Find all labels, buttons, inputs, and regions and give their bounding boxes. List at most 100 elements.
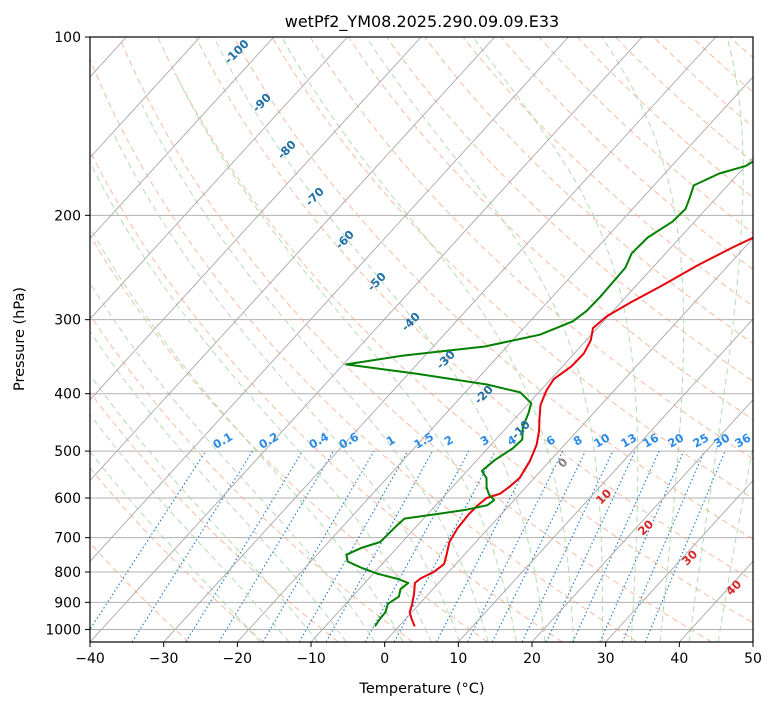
mixing-ratio-label: 0.2	[256, 429, 281, 451]
moist-adiabat-line	[174, 72, 517, 642]
mixing-ratio-line	[325, 450, 434, 642]
x-tick-label: 0	[380, 651, 389, 667]
isotherm-line	[458, 318, 753, 642]
dry-adiabat-label: -80	[274, 137, 299, 162]
pressure-gridlines	[90, 37, 753, 630]
mixing-ratio-label: 10	[591, 431, 612, 451]
y-tick-label: 200	[54, 208, 81, 224]
mixing-ratio-label: 30	[711, 431, 732, 451]
y-tick-label: 300	[54, 313, 81, 329]
isotherms	[90, 37, 753, 642]
mixing-ratio-label: 0.4	[306, 429, 331, 451]
mixing-ratio-line	[298, 450, 409, 642]
x-tick-label: 10	[449, 651, 467, 667]
moist-adiabat-line	[90, 330, 347, 642]
dry-adiabat-label: -90	[249, 90, 274, 115]
x-tick-label: 20	[523, 651, 541, 667]
isotherm-line	[90, 37, 643, 642]
mixing-ratio-label: 36	[732, 431, 753, 451]
mixing-ratio-label: 0.1	[210, 429, 235, 451]
x-tick-label: −40	[75, 651, 105, 667]
dry-adiabat-line	[90, 314, 414, 642]
mixing-ratio-line	[521, 450, 614, 642]
mixing-ratio-line	[599, 450, 685, 642]
dry-adiabat-line	[157, 37, 753, 624]
dry-adiabat-line	[90, 149, 563, 642]
moist-adiabat-line	[90, 374, 319, 642]
dry-adiabat-line	[90, 467, 264, 642]
moist-adiabats	[90, 37, 753, 642]
plot-area: -100-90-80-70-60-50-40-30-20-100.1 0.2 0.4…	[90, 37, 775, 642]
dry-adiabat-line	[386, 37, 753, 382]
isotherm-line	[310, 156, 753, 642]
y-tick-label: 500	[54, 444, 81, 460]
mixing-ratio-line	[467, 450, 564, 642]
moist-adiabat-label: 30	[679, 547, 700, 568]
mixing-ratio-line	[545, 450, 636, 642]
y-tick-label: 100	[54, 30, 81, 46]
isotherm-line	[90, 37, 275, 240]
x-tick-label: −10	[296, 651, 326, 667]
isotherm-line	[384, 237, 753, 642]
dewpoint-line	[345, 160, 753, 627]
mixing-ratio-lines	[90, 450, 726, 642]
dry-adiabat-label: -50	[364, 269, 389, 294]
isopleth-labels: -100-90-80-70-60-50-40-30-20-100.1 0.2 0.4…	[210, 37, 753, 598]
moist-adiabat-line	[601, 37, 685, 642]
x-tick-label: 40	[670, 651, 688, 667]
mixing-ratio-label: 25	[690, 431, 711, 451]
moist-adiabat-line	[365, 37, 603, 642]
dry-adiabat-line	[90, 542, 190, 642]
dry-adiabat-line	[653, 37, 753, 128]
mixing-ratio-line	[644, 450, 726, 642]
mixing-ratio-label: 1	[384, 433, 398, 449]
isotherm-line	[90, 37, 569, 562]
dry-adiabat-line	[462, 37, 753, 307]
mixing-ratio-line	[218, 450, 334, 642]
moist-adiabat-label: 0	[555, 455, 571, 471]
moist-adiabat-line	[112, 132, 461, 642]
y-tick-label: 800	[54, 565, 81, 581]
moist-adiabat-line	[90, 450, 261, 642]
x-tick-label: 30	[597, 651, 615, 667]
isotherm-line	[90, 37, 422, 401]
mixing-ratio-line	[131, 450, 254, 642]
mixing-ratio-line	[262, 450, 375, 642]
dry-adiabat-line	[768, 37, 775, 642]
moist-adiabat-label: 40	[723, 577, 744, 598]
moist-adiabat-line	[213, 37, 546, 642]
dry-adiabat-line	[271, 37, 753, 500]
moist-adiabat-line	[717, 444, 753, 642]
dry-adiabat-label: -70	[302, 184, 327, 209]
x-tick-label: −30	[149, 651, 179, 667]
y-tick-label: 400	[54, 387, 81, 403]
mixing-ratio-line	[621, 450, 705, 642]
dry-adiabat-line	[118, 37, 712, 642]
isotherm-line	[163, 37, 717, 642]
moist-adiabat-line	[472, 37, 639, 642]
y-tick-label: 900	[54, 595, 81, 611]
isotherm-line	[605, 479, 753, 642]
y-tick-label: 1000	[45, 622, 81, 638]
temperature-line	[408, 236, 753, 627]
sounding-profiles	[345, 160, 753, 627]
dry-adiabat-line	[538, 37, 753, 234]
mixing-ratio-label: 1.5	[411, 429, 436, 451]
dry-adiabat-line	[233, 37, 753, 540]
mixing-ratio-label: 20	[665, 431, 686, 451]
axis-ticks: −40 −30 −20 −10 0 10 20 30 40 5010020030040050060…	[45, 30, 762, 667]
dry-adiabat-label: -40	[398, 309, 423, 334]
y-axis-title: Pressure (hPa)	[12, 287, 28, 391]
isotherm-line	[90, 37, 496, 482]
moist-adiabat-line	[90, 282, 376, 642]
x-tick-label: −20	[223, 651, 253, 667]
mixing-ratio-line	[364, 450, 470, 642]
x-axis-title: Temperature (°C)	[358, 681, 484, 697]
mixing-ratio-label: 13	[618, 431, 639, 451]
dry-adiabat-line	[347, 37, 753, 421]
isotherm-line	[752, 641, 753, 642]
dry-adiabat-line	[576, 37, 753, 198]
dry-adiabat-line	[90, 391, 339, 642]
dry-adiabat-line	[195, 37, 753, 582]
